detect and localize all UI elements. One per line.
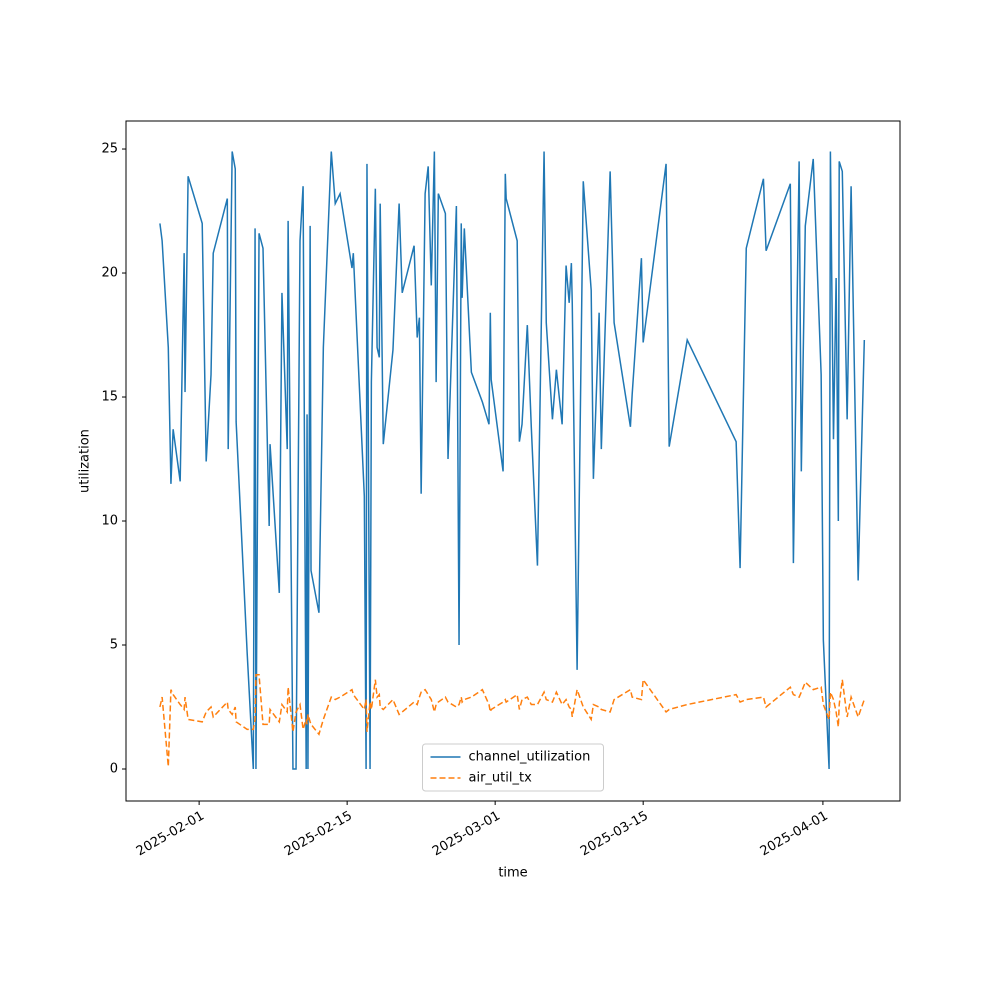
y-tick-label: 20 bbox=[101, 266, 118, 281]
series-line bbox=[159, 151, 866, 770]
y-tick-label: 0 bbox=[110, 762, 118, 777]
series-line bbox=[159, 674, 866, 767]
plot-frame bbox=[125, 120, 901, 802]
y-tick-label: 5 bbox=[110, 638, 118, 653]
legend-box bbox=[422, 743, 604, 792]
legend-label: air_util_tx bbox=[469, 771, 533, 786]
y-tick-label: 25 bbox=[101, 142, 118, 157]
y-tick-label: 10 bbox=[101, 514, 118, 529]
y-tick-label: 15 bbox=[101, 390, 118, 405]
x-axis-label: time bbox=[498, 866, 527, 881]
y-axis-label: utilization bbox=[78, 429, 93, 493]
legend-label: channel_utilization bbox=[469, 750, 591, 765]
